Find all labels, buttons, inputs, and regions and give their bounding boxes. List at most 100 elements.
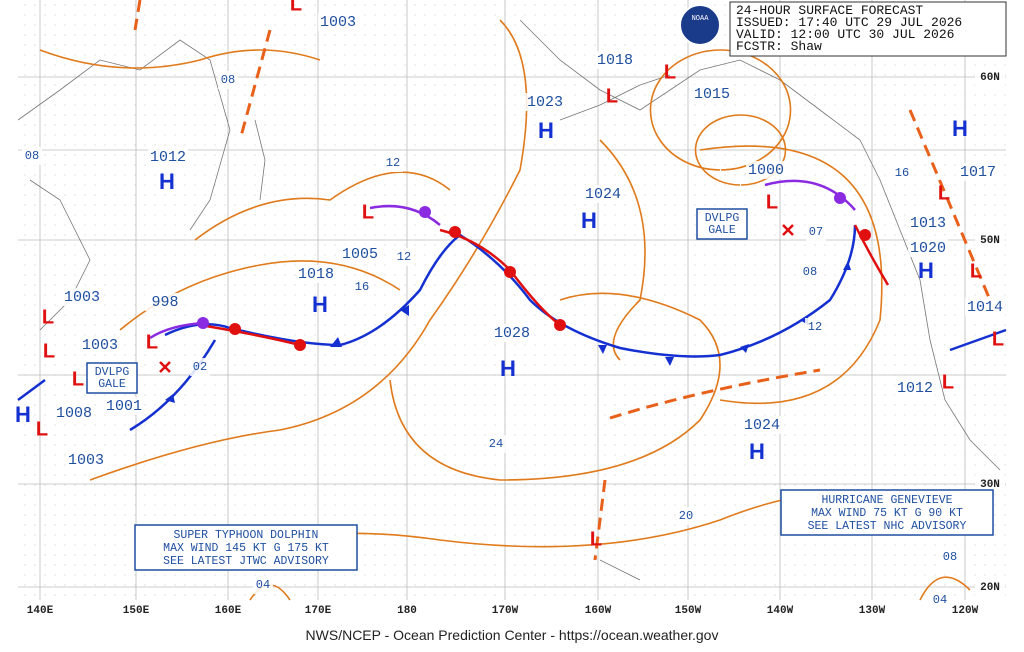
high-symbol: H bbox=[581, 208, 597, 233]
header-line: ISSUED: 17:40 UTC 29 JUL 2026 bbox=[736, 15, 962, 30]
gale-box-text: GALE bbox=[98, 378, 126, 391]
gale-box-text: GALE bbox=[708, 224, 736, 237]
hurricane-box bbox=[780, 489, 994, 536]
hurricane-box-text: HURRICANE GENEVIEVE bbox=[821, 494, 952, 507]
pressure-label-bg bbox=[145, 293, 185, 311]
pressure-label-bg bbox=[318, 13, 358, 31]
pressure-label-bg bbox=[692, 85, 732, 103]
pressure-label-bg bbox=[742, 416, 782, 434]
footer-credit: NWS/NCEP - Ocean Prediction Center - htt… bbox=[306, 627, 719, 643]
isobar-label: 12 bbox=[397, 250, 411, 264]
isobar-label: 04 bbox=[933, 593, 947, 607]
low-symbol: L bbox=[42, 306, 54, 328]
pressure-label-bg bbox=[895, 379, 935, 397]
typhoon-box-text: SUPER TYPHOON DOLPHIN bbox=[174, 529, 319, 542]
pressure-label: 1028 bbox=[494, 325, 530, 342]
longitude-label-bg bbox=[487, 601, 523, 619]
isobar-label: 08 bbox=[221, 73, 235, 87]
pressure-label: 1003 bbox=[82, 337, 118, 354]
pressure-label: 1008 bbox=[56, 405, 92, 422]
low-symbol: L bbox=[43, 340, 55, 362]
pressure-label: 1001 bbox=[106, 398, 142, 415]
longitude-label-bg bbox=[389, 601, 425, 619]
typhoon-box-text: SEE LATEST JTWC ADVISORY bbox=[163, 555, 329, 568]
high-symbol: H bbox=[538, 118, 554, 143]
pressure-label-bg bbox=[340, 245, 380, 263]
isobar-label-bg bbox=[253, 576, 273, 594]
low-symbol: L bbox=[970, 260, 982, 282]
pressure-label: 1005 bbox=[342, 246, 378, 263]
map-labels: 1003 1018 1015 1023 1012 1000 1017 1024 1013 1020… bbox=[15, 0, 1005, 619]
pressure-label-bg bbox=[908, 239, 948, 257]
gale-box-text: DVLPG bbox=[705, 212, 740, 225]
longitude-label: 160W bbox=[585, 605, 612, 617]
low-symbol: L bbox=[146, 331, 158, 353]
longitude-label-bg bbox=[670, 601, 706, 619]
isobar-label-bg bbox=[383, 154, 403, 172]
pressure-label: 998 bbox=[151, 294, 178, 311]
isobar-label-bg bbox=[930, 591, 950, 609]
latitude-label-bg bbox=[975, 231, 1005, 249]
pressure-label-bg bbox=[62, 288, 102, 306]
header-line: VALID: 12:00 UTC 30 JUL 2026 bbox=[736, 27, 954, 42]
latitude-label: 30N bbox=[980, 479, 1000, 491]
longitude-label: 160E bbox=[215, 605, 242, 617]
gale-box bbox=[86, 362, 138, 394]
pressure-label-bg bbox=[583, 185, 623, 203]
isobar-label-bg bbox=[352, 278, 372, 296]
longitude-label-bg bbox=[22, 601, 58, 619]
longitude-label-bg bbox=[762, 601, 798, 619]
isobar-label: 07 bbox=[809, 225, 823, 239]
low-symbol: L bbox=[938, 182, 950, 204]
pressure-label-bg bbox=[80, 336, 120, 354]
isobar-label: 08 bbox=[25, 149, 39, 163]
pressure-label-bg bbox=[746, 161, 786, 179]
fronts bbox=[17, 179, 1007, 432]
isobar-label-bg bbox=[218, 71, 238, 89]
pressure-label: 1020 bbox=[910, 240, 946, 257]
high-symbol: H bbox=[500, 356, 516, 381]
isobar-label: 08 bbox=[943, 550, 957, 564]
pressure-label: 1024 bbox=[585, 186, 621, 203]
pressure-label-bg bbox=[492, 324, 532, 342]
longitude-label-bg bbox=[580, 601, 616, 619]
typhoon-box bbox=[134, 524, 358, 571]
pressure-label-bg bbox=[54, 404, 94, 422]
isobar-label-bg bbox=[940, 548, 960, 566]
high-symbol: H bbox=[15, 402, 31, 427]
isobar-label-bg bbox=[676, 507, 696, 525]
pressure-label-bg bbox=[525, 93, 565, 111]
low-symbol: L bbox=[664, 61, 676, 83]
latitude-label: 20N bbox=[980, 582, 1000, 594]
longitude-label-bg bbox=[854, 601, 890, 619]
pressure-label: 1003 bbox=[68, 452, 104, 469]
latitude-label-bg bbox=[975, 578, 1005, 596]
isobar-label: 04 bbox=[256, 578, 270, 592]
latitude-label: 50N bbox=[980, 235, 1000, 247]
coastlines bbox=[17, 19, 1001, 581]
longitude-label: 130W bbox=[859, 605, 886, 617]
isobar-label: 16 bbox=[355, 280, 369, 294]
pressure-label-bg bbox=[66, 451, 106, 469]
gale-box-text: DVLPG bbox=[95, 366, 130, 379]
isobar-label: 20 bbox=[679, 509, 693, 523]
latitude-label: 60N bbox=[980, 72, 1000, 84]
low-symbol: L bbox=[942, 371, 954, 393]
pressure-label: 1017 bbox=[960, 164, 996, 181]
longitude-label: 170W bbox=[492, 605, 519, 617]
pressure-label: 1000 bbox=[748, 162, 784, 179]
latitude-label-bg bbox=[975, 68, 1005, 86]
longitude-label-bg bbox=[118, 601, 154, 619]
longitude-label: 180 bbox=[397, 605, 417, 617]
high-symbol: H bbox=[749, 439, 765, 464]
header-line: 24-HOUR SURFACE FORECAST bbox=[736, 3, 923, 18]
logo-text: NOAA bbox=[692, 15, 710, 23]
isobar-label-bg bbox=[805, 318, 825, 336]
longitude-label: 120W bbox=[952, 605, 979, 617]
pressure-label: 1012 bbox=[150, 149, 186, 166]
low-symbol: L bbox=[290, 0, 302, 15]
isobar-label: 08 bbox=[803, 265, 817, 279]
high-symbol: H bbox=[312, 292, 328, 317]
isobar-label-bg bbox=[806, 223, 826, 241]
longitude-label: 140W bbox=[767, 605, 794, 617]
